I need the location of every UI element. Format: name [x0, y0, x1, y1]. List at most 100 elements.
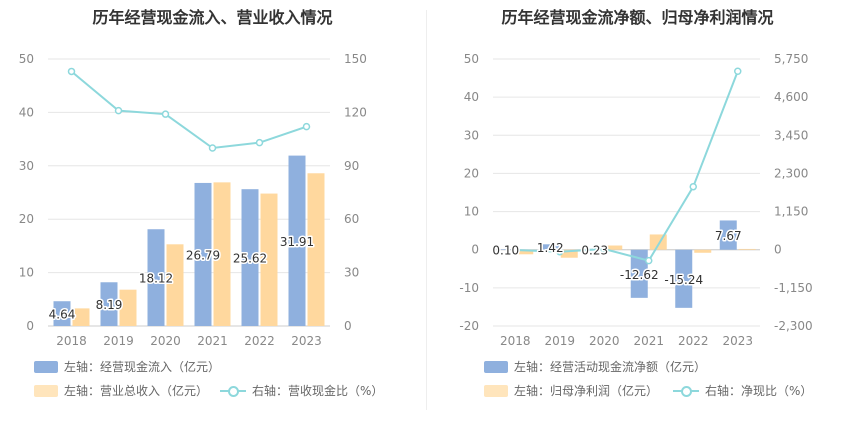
bar-series-2: [738, 248, 756, 250]
bar-series-2: [605, 245, 623, 250]
legend-swatch-cash-inflow: [34, 360, 58, 373]
bar-series-1: [288, 155, 306, 326]
data-label: 0.10: [492, 244, 519, 258]
data-label: 18.12: [139, 272, 173, 286]
panel-divider: [426, 10, 427, 410]
y-tick-label-left: 0: [26, 319, 34, 333]
legend-item-cash-revenue-ratio[interactable]: 右轴：营收现金比（%）: [220, 382, 383, 399]
bar-series-1: [53, 301, 71, 326]
y-tick-label-left: 10: [464, 205, 479, 219]
y-tick-label-left: 10: [19, 266, 34, 280]
bar-series-2: [119, 289, 137, 326]
bar-series-2: [260, 193, 278, 326]
data-label: 1.42: [537, 241, 564, 255]
line-point: [255, 138, 264, 147]
y-tick-label-right: 5,750: [774, 52, 808, 66]
x-tick-label: 2023: [722, 334, 753, 348]
legend-swatch-net-cash-flow: [484, 360, 508, 373]
line-point: [734, 67, 742, 76]
line-point: [689, 182, 697, 191]
y-tick-label-right: 1,150: [774, 205, 808, 219]
y-tick-label-right: 0: [774, 243, 782, 257]
chart-svg-right: -20 -2,300 -10 -1,150 0 0 10 1,150 20 2,300 30 3,45…: [459, 52, 812, 348]
legend-swatch-line-icon: [220, 385, 246, 397]
y-tick-label-right: 60: [344, 212, 359, 226]
bar-series-2: [560, 249, 578, 258]
y-tick-label-right: 30: [344, 266, 359, 280]
line-point: [114, 106, 123, 115]
x-tick-label: 2023: [291, 334, 322, 348]
y-tick-label-left: 0: [471, 243, 479, 257]
y-tick-label-right: 2,300: [774, 166, 808, 180]
legend-label-revenue: 左轴：营业总收入（亿元）: [64, 384, 209, 398]
chart-panel-left: 历年经营现金流入、营业收入情况 0 0 10 30 20 60 30 90 40 120 50 150…: [19, 8, 384, 399]
bar-series-2: [516, 249, 534, 255]
x-tick-label: 2022: [678, 334, 709, 348]
data-label: 26.79: [186, 248, 220, 262]
x-tick-label: 2019: [544, 334, 575, 348]
chart-panel-right: 历年经营现金流净额、归母净利润情况 -20 -2,300 -10 -1,150 0 0 10…: [425, 0, 850, 437]
x-tick-label: 2021: [633, 334, 664, 348]
x-tick-label: 2018: [56, 334, 87, 348]
legend-item-net-profit[interactable]: 左轴：归母净利润（亿元）: [484, 382, 658, 399]
legend-item-cash-inflow[interactable]: 左轴：经营现金流入（亿元）: [34, 358, 220, 375]
bar-series-1: [630, 249, 648, 298]
x-tick-label: 2022: [244, 334, 275, 348]
bar-series-1: [194, 182, 212, 326]
line-point: [556, 247, 564, 256]
y-tick-label-right: 4,600: [774, 90, 808, 104]
bar-series-2: [166, 244, 184, 326]
x-tick-label: 2020: [150, 334, 181, 348]
x-tick-label: 2020: [589, 334, 620, 348]
chart-svg-left: 0 0 10 30 20 60 30 90 40 120 50 150 2018 2019 2020 2021…: [19, 52, 367, 348]
line-point: [67, 67, 76, 76]
legend-swatch-net-profit: [484, 384, 508, 397]
legend-item-revenue[interactable]: 左轴：营业总收入（亿元）: [34, 382, 208, 399]
bar-series-1: [497, 249, 515, 250]
line-point: [161, 110, 170, 118]
line-series: [515, 70, 739, 262]
data-label: -15.24: [664, 273, 703, 287]
legend-label-net-cash-flow: 左轴：经营活动现金流净额（亿元）: [514, 360, 707, 374]
line-point: [600, 245, 608, 253]
data-label: -12.62: [620, 268, 659, 282]
y-tick-label-left: 30: [19, 159, 34, 173]
bar-series-2: [694, 249, 712, 253]
legend-swatch-line-icon: [673, 385, 699, 397]
legend-label-cash-inflow: 左轴：经营现金流入（亿元）: [64, 360, 221, 374]
y-tick-label-right: 150: [344, 52, 367, 66]
bar-series-2: [72, 308, 90, 326]
data-label: 7.67: [715, 229, 742, 243]
y-tick-label-right: 0: [344, 319, 352, 333]
legend-item-net-cash-ratio[interactable]: 右轴：净现比（%）: [673, 382, 812, 399]
y-tick-label-left: -10: [459, 281, 479, 295]
bar-series-1: [675, 249, 693, 308]
bar-series-1: [541, 244, 559, 250]
line-series: [70, 70, 307, 150]
legend-swatch-revenue: [34, 384, 58, 397]
x-tick-label: 2018: [500, 334, 531, 348]
x-tick-label: 2019: [103, 334, 134, 348]
y-tick-label-left: 30: [464, 128, 479, 142]
bar-series-2: [213, 182, 231, 326]
line-point: [645, 256, 653, 265]
x-tick-label: 2021: [197, 334, 228, 348]
legend-item-net-cash-flow[interactable]: 左轴：经营活动现金流净额（亿元）: [484, 358, 706, 375]
line-point: [302, 122, 311, 131]
y-tick-label-right: 90: [344, 159, 359, 173]
y-tick-label-left: 20: [19, 212, 34, 226]
chart-title: 历年经营现金流入、营业收入情况: [92, 8, 333, 27]
y-tick-label-right: 120: [344, 105, 367, 119]
y-tick-label-left: 40: [19, 105, 34, 119]
data-label: 31.91: [280, 235, 314, 249]
legend-label-net-profit: 左轴：归母净利润（亿元）: [514, 384, 659, 398]
bar-series-1: [100, 282, 118, 326]
line-point: [208, 144, 217, 152]
data-label: 0.23: [581, 243, 608, 257]
bar-series-1: [241, 189, 259, 326]
y-tick-label-left: 20: [464, 166, 479, 180]
y-tick-label-left: 40: [464, 90, 479, 104]
line-point: [511, 246, 519, 254]
bar-series-2: [307, 173, 325, 326]
y-tick-label-left: 50: [19, 52, 34, 66]
